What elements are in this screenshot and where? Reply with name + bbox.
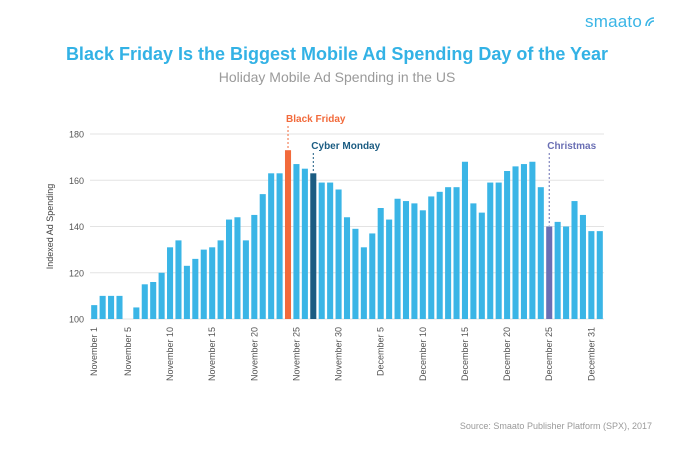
x-tick-label: November 15 [207, 327, 217, 381]
bar [563, 226, 570, 319]
source-note: Source: Smaato Publisher Platform (SPX),… [459, 421, 652, 431]
bar [167, 247, 174, 319]
x-tick-label: December 20 [502, 327, 512, 381]
bar [217, 240, 224, 319]
annotation-label: Christmas [547, 141, 596, 152]
annotation-label: Cyber Monday [311, 141, 380, 152]
bar [310, 173, 317, 319]
chart-title: Black Friday Is the Biggest Mobile Ad Sp… [65, 44, 609, 64]
bar [276, 173, 283, 319]
bar [453, 187, 460, 319]
y-tick-label: 140 [69, 222, 84, 232]
bar [512, 166, 519, 319]
bar [318, 182, 325, 319]
bar [394, 198, 401, 319]
bar [537, 187, 544, 319]
bar [175, 240, 182, 319]
wifi-signal-icon [645, 17, 655, 27]
bar [588, 231, 595, 319]
bar [133, 307, 140, 319]
bar [504, 171, 511, 319]
bar [343, 217, 351, 319]
bar [478, 212, 485, 319]
y-tick-label: 120 [69, 268, 84, 278]
bar [377, 208, 384, 319]
bar [579, 214, 586, 319]
bar [158, 272, 165, 319]
bar [99, 295, 106, 319]
bar [183, 265, 190, 319]
bar [335, 189, 342, 319]
bar [596, 231, 603, 319]
bar [352, 228, 359, 319]
bar [150, 282, 157, 319]
logo-text: smaato [585, 12, 642, 31]
x-tick-label: December 5 [376, 327, 386, 376]
smaato-logo: smaato [585, 12, 656, 32]
bar [141, 284, 148, 319]
bar [251, 214, 258, 319]
bar [428, 196, 435, 319]
bar [520, 164, 527, 319]
bar [445, 187, 452, 319]
x-tick-label: December 25 [544, 327, 554, 381]
bar [436, 191, 443, 319]
bar [487, 182, 494, 319]
bar [209, 247, 216, 319]
bar [402, 201, 410, 319]
bar [360, 247, 367, 319]
chart-subtitle: Holiday Mobile Ad Spending in the US [218, 69, 456, 85]
bar [242, 240, 249, 319]
bar [461, 161, 469, 319]
bar [529, 161, 536, 319]
x-tick-label: December 31 [586, 327, 596, 381]
bar [470, 203, 477, 319]
bar [495, 182, 502, 319]
x-tick-label: November 10 [165, 327, 175, 381]
y-tick-label: 160 [69, 176, 84, 186]
bar [554, 221, 561, 319]
x-tick-label: November 30 [334, 327, 344, 381]
y-axis-label: Indexed Ad Spending [45, 184, 55, 270]
bar [200, 249, 207, 319]
x-tick-label: November 25 [291, 327, 301, 381]
bar [116, 295, 123, 319]
bar [546, 226, 553, 319]
bar [386, 219, 393, 319]
bar [192, 258, 199, 319]
bar [571, 201, 578, 319]
bar [268, 173, 275, 319]
x-tick-label: November 1 [89, 327, 99, 376]
bar [419, 210, 426, 319]
bar [91, 305, 98, 319]
bar [369, 233, 376, 319]
bar [108, 295, 115, 319]
bar [284, 150, 292, 319]
bar [259, 194, 266, 319]
bar [225, 219, 233, 319]
bar [234, 217, 241, 319]
y-tick-label: 180 [69, 130, 84, 140]
x-tick-label: December 10 [418, 327, 428, 381]
bar [411, 203, 418, 319]
bar [301, 168, 308, 319]
x-tick-label: November 20 [249, 327, 259, 381]
y-tick-label: 100 [69, 315, 84, 325]
annotation-label: Black Friday [286, 114, 346, 125]
x-tick-label: December 15 [460, 327, 470, 381]
bar [327, 182, 334, 319]
x-tick-label: November 5 [123, 327, 133, 376]
bar [293, 164, 300, 319]
